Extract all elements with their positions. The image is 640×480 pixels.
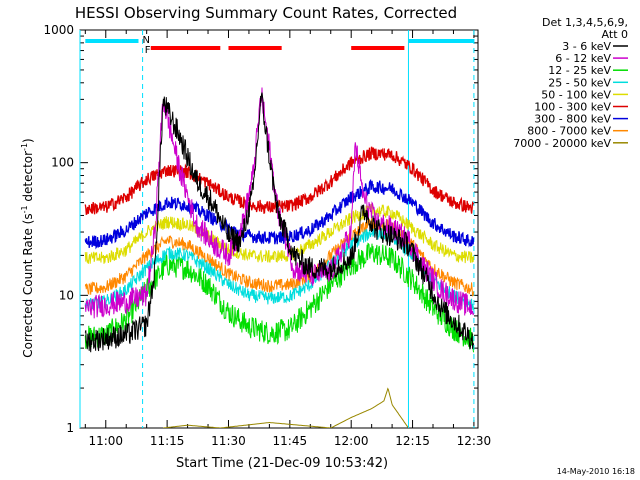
top-bar-label: F	[145, 45, 151, 56]
x-tick-label: 11:30	[211, 434, 246, 448]
chart-title: HESSI Observing Summary Count Rates, Cor…	[75, 4, 457, 22]
legend-label: 25 - 50 keV	[548, 76, 611, 89]
x-tick-label: 12:30	[457, 434, 492, 448]
series-line-3	[84, 227, 475, 311]
legend-header-line-1: Det 1,3,4,5,6,9,	[542, 16, 628, 29]
x-tick-label: 12:00	[334, 434, 369, 448]
y-tick-label: 100	[51, 156, 74, 170]
x-tick-label: 11:45	[273, 434, 308, 448]
legend-label: 3 - 6 keV	[562, 40, 611, 53]
legend-label: 6 - 12 keV	[555, 52, 611, 65]
series-line-0	[84, 92, 475, 353]
series-line-6	[84, 178, 475, 250]
legend-label: 12 - 25 keV	[548, 64, 611, 77]
series-line-2	[84, 242, 475, 353]
timestamp: 14-May-2010 16:18	[557, 467, 635, 476]
legend-label: 7000 - 20000 keV	[513, 137, 611, 150]
legend-label: 100 - 300 keV	[534, 101, 611, 114]
x-axis-label: Start Time (21-Dec-09 10:53:42)	[176, 456, 388, 471]
y-tick-label: 10	[59, 288, 74, 302]
legend-label: 800 - 7000 keV	[527, 125, 611, 138]
top-bar-label: N	[142, 35, 149, 46]
x-tick-label: 11:15	[150, 434, 185, 448]
x-tick-label: 12:15	[395, 434, 430, 448]
series-line-8	[162, 387, 409, 428]
plot-area: 1 10 100 1000 11:00 11:15 11:30 11:45 12:00 12:15…	[43, 23, 491, 448]
y-tick-label: 1	[66, 421, 74, 435]
x-tick-label: 11:00	[88, 434, 123, 448]
y-tick-label: 1000	[43, 23, 74, 37]
y-axis-label: Corrected Count Rate (s-1 detector-1)	[20, 138, 35, 357]
legend-label: 50 - 100 keV	[541, 88, 611, 101]
x-axis-label-group: Start Time (21-Dec-09 10:53:42)	[176, 456, 388, 471]
legend-label: 300 - 800 keV	[534, 113, 611, 126]
legend-header-line-2: Att 0	[602, 28, 628, 41]
series-line-5	[84, 146, 475, 216]
series-line-4	[84, 203, 475, 264]
